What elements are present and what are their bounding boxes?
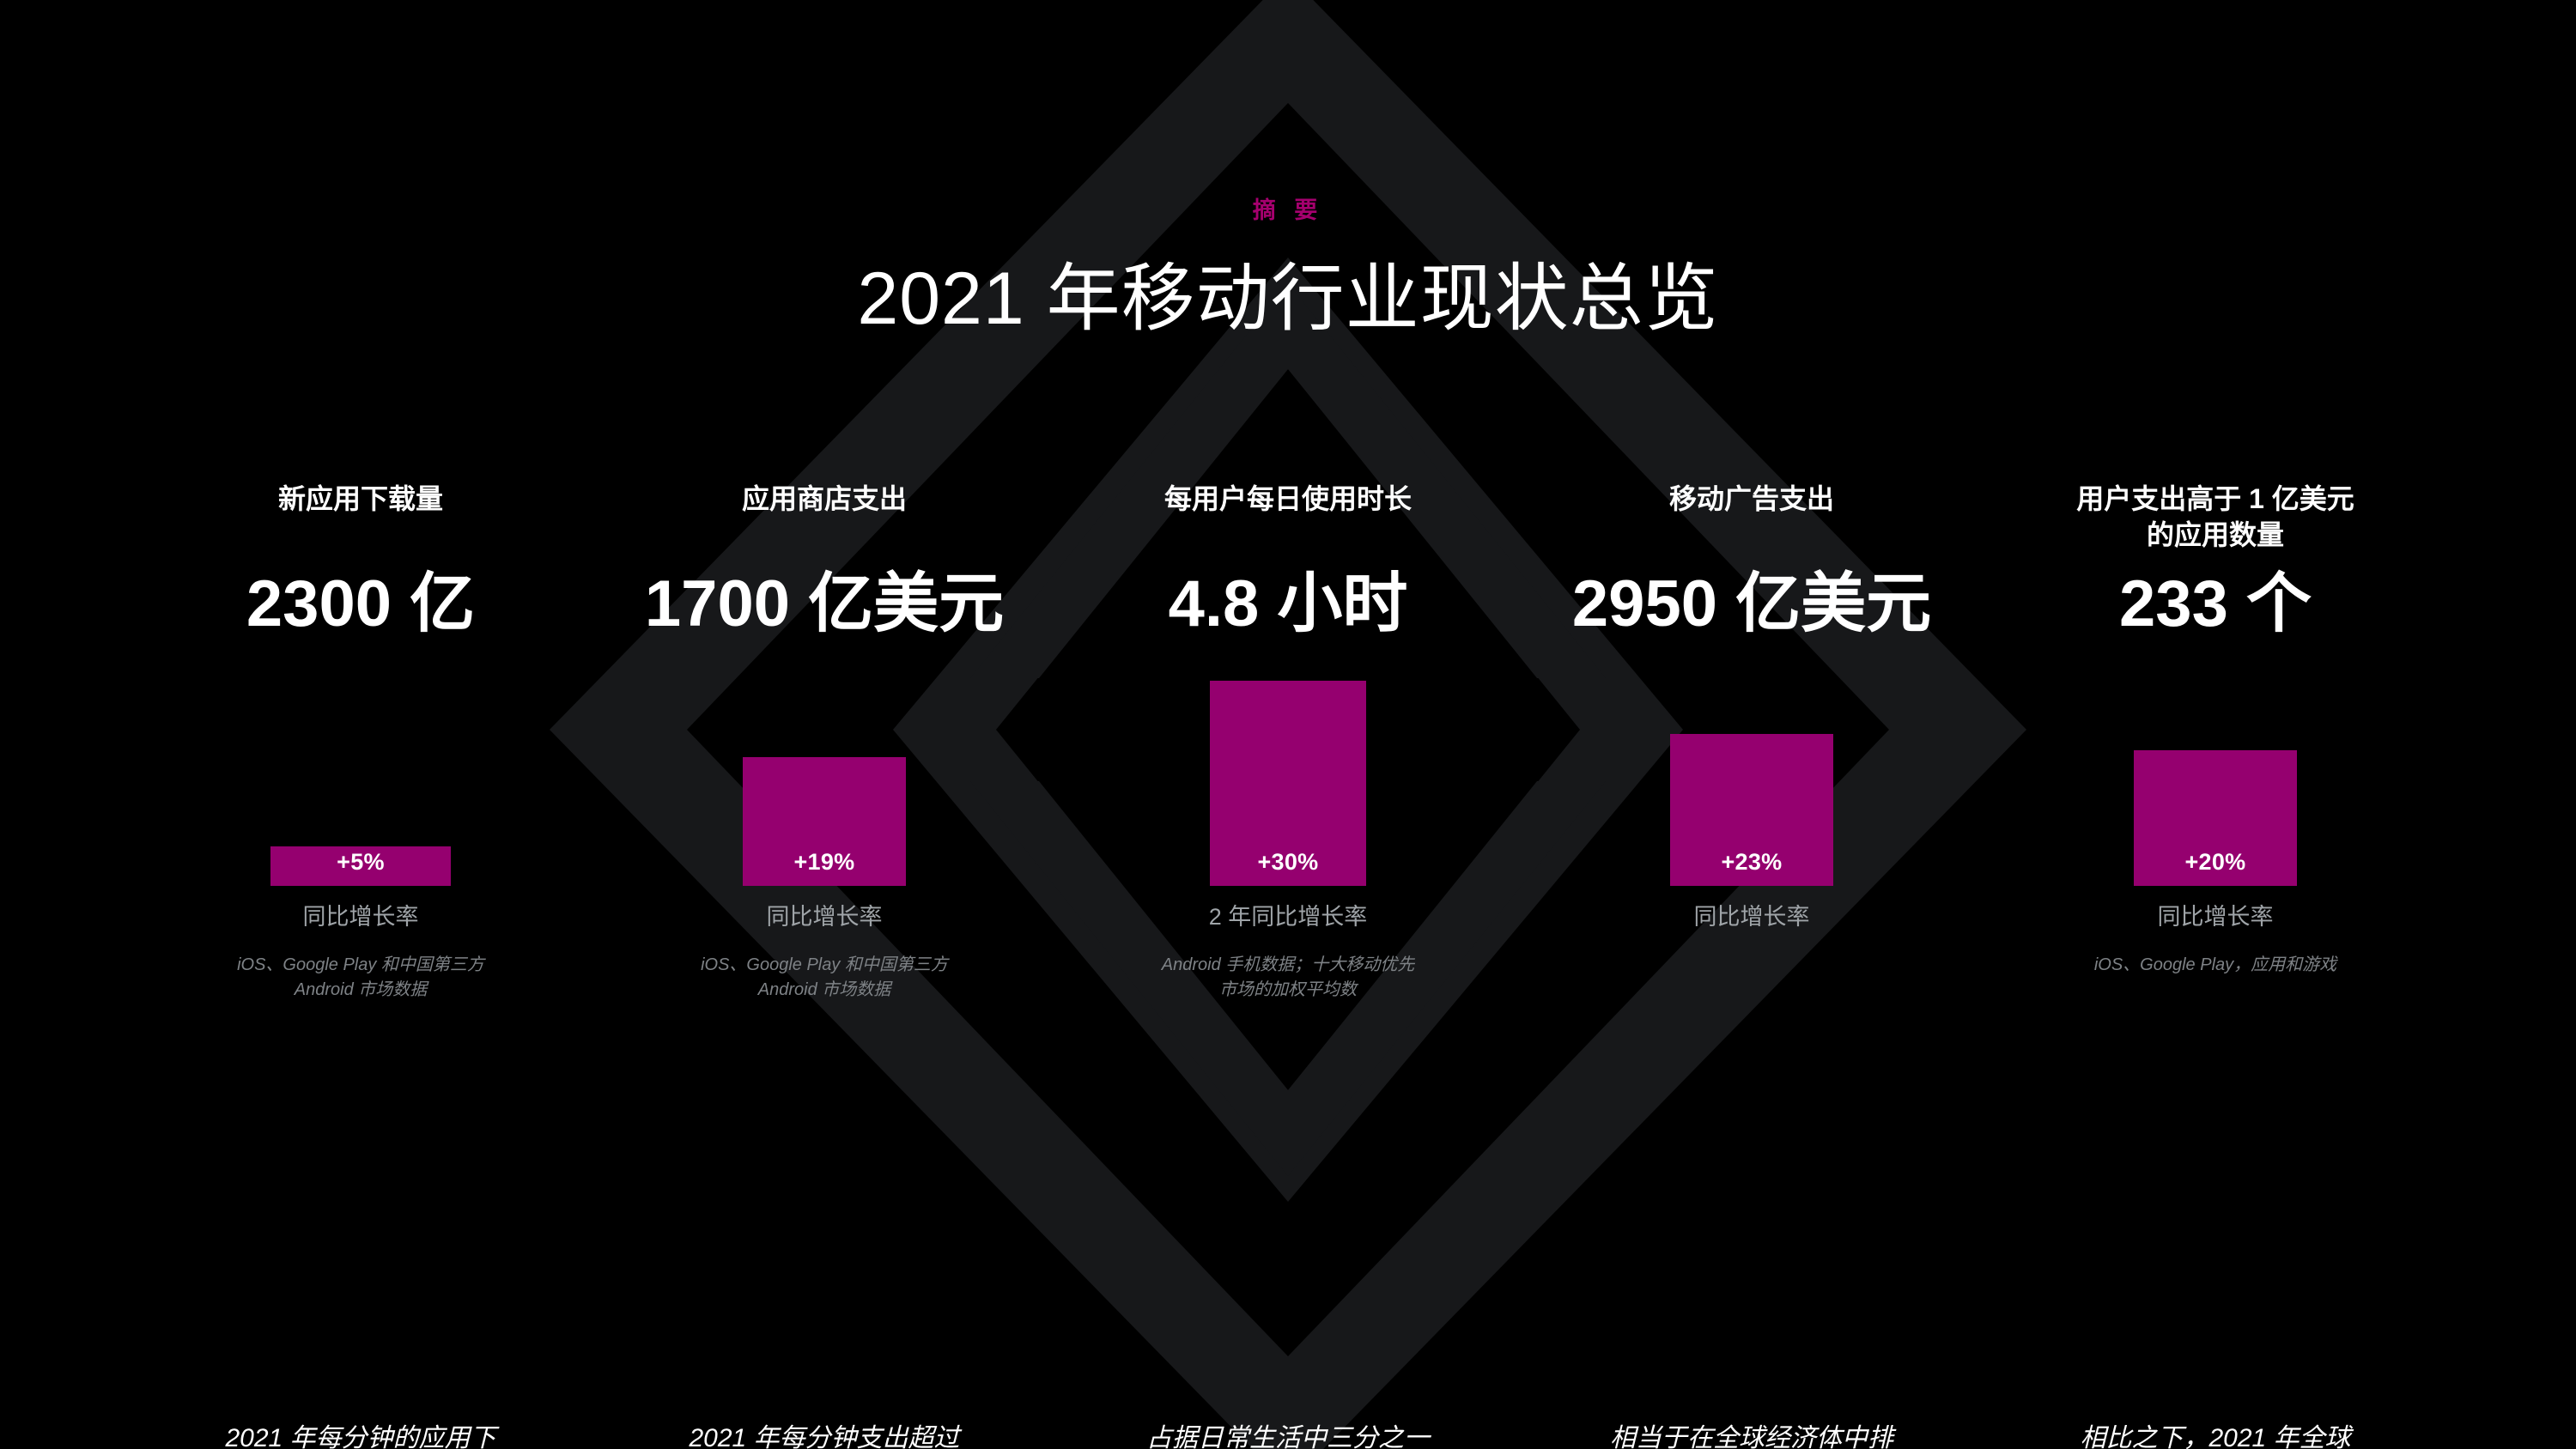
metric-label: 应用商店支出: [741, 483, 907, 514]
bar-percent-label: +20%: [2184, 849, 2246, 876]
source-note: iOS、Google Play，应用和游戏: [2093, 955, 2337, 975]
metric-card-apps-over-100m: 用户支出高于 1 亿美元的应用数量 233 个 +20% 同比增长率 iOS、G…: [1984, 481, 2447, 1449]
source-note: iOS、Google Play 和中国第三方 Android 市场数据: [701, 955, 948, 999]
bar-percent-label: +30%: [1257, 848, 1319, 875]
metric-card-daily-time-spent: 每用户每日使用时长 4.8 小时 +30% 2 年同比增长率 Android 手…: [1056, 481, 1520, 1449]
growth-period-label: 同比增长率: [766, 903, 883, 930]
growth-period-label: 同比增长率: [302, 903, 419, 930]
growth-period-label: 同比增长率: [1693, 903, 1810, 930]
bar-area: +5%: [129, 671, 592, 886]
metric-value: 4.8 小时: [1168, 567, 1408, 640]
growth-bar: +20%: [2134, 750, 2297, 887]
bar-area: +20%: [1984, 671, 2447, 887]
growth-period-label: 同比增长率: [2157, 904, 2274, 931]
slide-header: 摘 要 2021 年移动行业现状总览: [0, 0, 2576, 340]
metric-value: 1700 亿美元: [644, 567, 1005, 640]
metric-card-mobile-ad-spend: 移动广告支出 2950 亿美元 +23% 同比增长率 相当于在全球经济体中排名第…: [1520, 481, 1984, 1449]
metric-value: 2950 亿美元: [1571, 567, 1932, 640]
page-title: 2021 年移动行业现状总览: [857, 258, 1719, 340]
growth-bar: +30%: [1210, 680, 1366, 886]
metric-footnote: 相当于在全球经济体中排名第 41 位: [1610, 1424, 1893, 1449]
bar-area: +19%: [592, 671, 1056, 886]
eyebrow-label: 摘 要: [1252, 197, 1324, 223]
metric-label: 移动广告支出: [1668, 483, 1834, 514]
source-note: iOS、Google Play 和中国第三方 Android 市场数据: [237, 955, 484, 999]
metric-card-new-app-downloads: 新应用下载量 2300 亿 +5% 同比增长率 iOS、Google Play …: [129, 481, 592, 1449]
metric-footnote: 2021 年每分钟的应用下载量超过 435,000 次: [225, 1424, 496, 1449]
metric-footnote: 相比之下，2021 年全球票房超过 1 亿美元的电影只有 38 部: [2080, 1424, 2351, 1449]
bar-area: +23%: [1520, 671, 1984, 886]
metric-label: 新应用下载量: [277, 483, 443, 514]
metric-footnote: 2021 年每分钟支出超过 320,000 美元: [689, 1424, 960, 1449]
bar-percent-label: +23%: [1721, 848, 1783, 875]
growth-period-label: 2 年同比增长率: [1208, 903, 1368, 930]
growth-bar: +23%: [1670, 733, 1833, 886]
bar-area: +30%: [1056, 671, 1520, 886]
metric-card-app-store-spend: 应用商店支出 1700 亿美元 +19% 同比增长率 iOS、Google Pl…: [592, 481, 1056, 1449]
metric-value: 233 个: [2119, 567, 2312, 641]
bar-percent-label: +19%: [793, 848, 855, 875]
growth-bar: +19%: [743, 756, 906, 886]
metric-label: 用户支出高于 1 亿美元的应用数量: [2076, 483, 2354, 551]
bar-percent-label: +5%: [337, 848, 385, 875]
source-note: Android 手机数据；十大移动优先市场的加权平均数: [1161, 955, 1415, 999]
metric-label: 每用户每日使用时长: [1163, 483, 1412, 514]
metric-value: 2300 亿: [246, 567, 476, 640]
growth-bar: +5%: [270, 846, 451, 886]
metric-footnote: 占据日常生活中三分之一的时间: [1146, 1424, 1430, 1449]
metrics-row: 新应用下载量 2300 亿 +5% 同比增长率 iOS、Google Play …: [129, 481, 2447, 1449]
